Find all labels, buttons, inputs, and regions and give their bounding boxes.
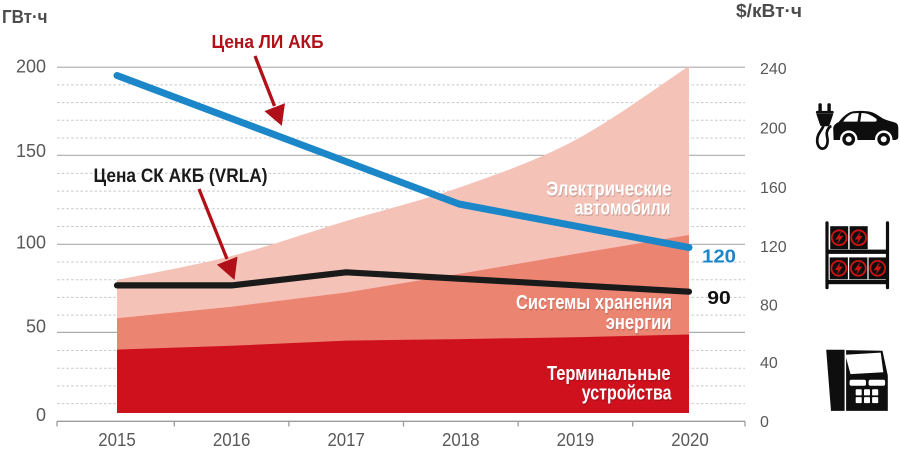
svg-text:200: 200 (16, 57, 46, 77)
svg-text:Цена СК АКБ (VRLA): Цена СК АКБ (VRLA) (94, 166, 268, 187)
svg-text:Терминальные: Терминальные (548, 364, 672, 387)
svg-text:Системы хранения: Системы хранения (516, 291, 672, 314)
svg-text:Электрические: Электрические (547, 179, 672, 202)
svg-text:Терминальные: Терминальные (547, 362, 671, 385)
svg-text:Цена ЛИ АКБ: Цена ЛИ АКБ (212, 32, 324, 52)
svg-text:160: 160 (760, 180, 787, 197)
svg-text:автомобили: автомобили (575, 198, 671, 221)
svg-text:Системы хранения: Системы хранения (517, 293, 673, 316)
svg-text:2020: 2020 (671, 430, 709, 450)
svg-text:ГВт·ч: ГВт·ч (2, 6, 48, 27)
svg-text:автомобили: автомобили (575, 197, 671, 220)
svg-text:90: 90 (707, 287, 731, 308)
svg-text:0: 0 (760, 414, 769, 431)
svg-text:0: 0 (36, 405, 46, 425)
svg-text:100: 100 (16, 233, 46, 253)
svg-text:120: 120 (760, 239, 787, 256)
svg-text:200: 200 (760, 121, 787, 138)
svg-text:Электрические: Электрические (546, 178, 671, 201)
svg-text:2017: 2017 (327, 430, 365, 450)
svg-text:$/кВт·ч: $/кВт·ч (736, 0, 802, 21)
svg-text:240: 240 (760, 61, 787, 78)
svg-text:устройства: устройства (583, 383, 673, 406)
svg-text:энергии: энергии (606, 311, 672, 334)
svg-text:2019: 2019 (557, 430, 595, 450)
svg-text:50: 50 (26, 317, 46, 337)
svg-text:2018: 2018 (442, 430, 480, 450)
svg-text:устройства: устройства (582, 382, 672, 405)
svg-text:40: 40 (760, 355, 778, 372)
svg-text:2016: 2016 (213, 430, 251, 450)
svg-text:120: 120 (702, 246, 736, 267)
svg-text:2015: 2015 (98, 430, 136, 450)
svg-text:150: 150 (16, 141, 46, 161)
svg-text:энергии: энергии (607, 313, 673, 336)
svg-text:80: 80 (760, 298, 778, 315)
